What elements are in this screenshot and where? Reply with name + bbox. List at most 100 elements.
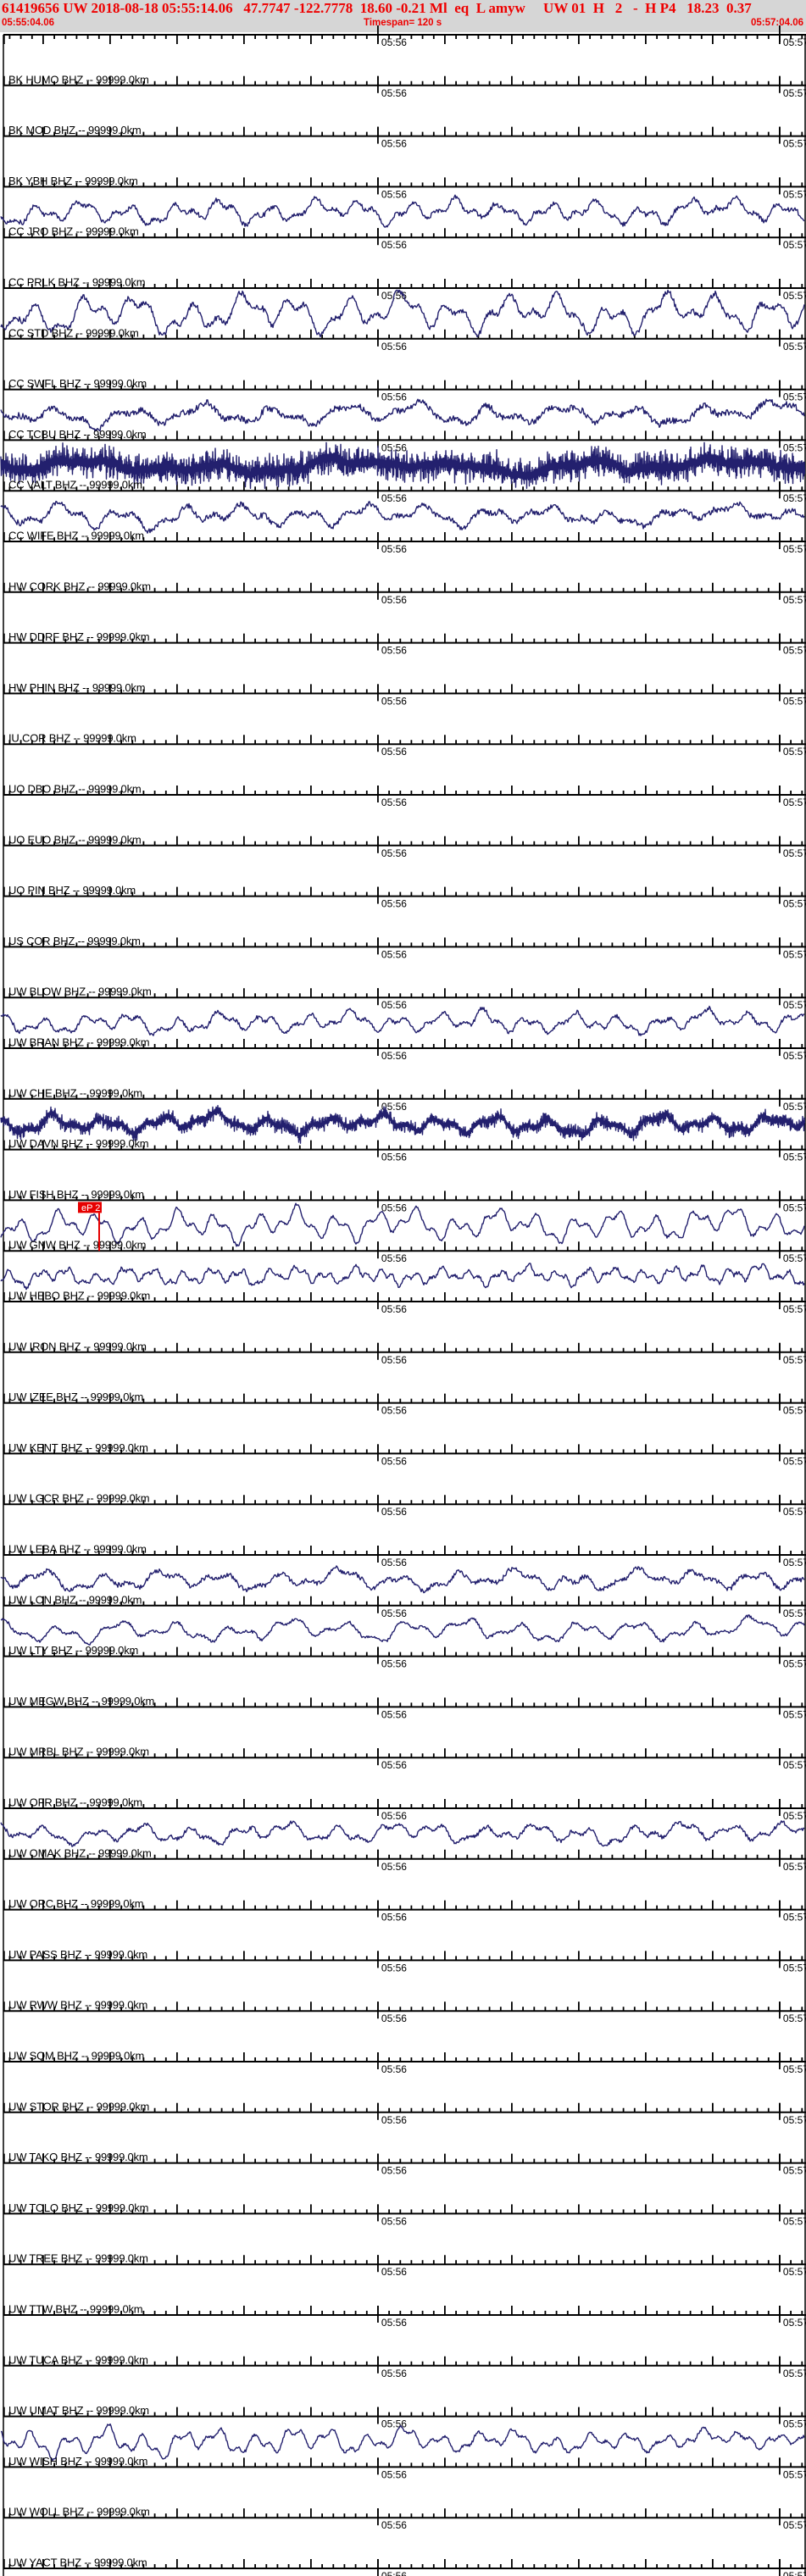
timeline-ticks	[3, 481, 803, 491]
timeline-ticks	[3, 1444, 803, 1454]
time-label: 05:56	[381, 1354, 407, 1366]
waveform-trace[interactable]	[0, 289, 805, 338]
timeline-ticks	[3, 1495, 803, 1505]
time-label: 05:56	[381, 2317, 407, 2329]
time-label: 05:57	[783, 1455, 806, 1467]
time-label: 05:56	[381, 1759, 407, 1771]
waveform-trace[interactable]	[0, 1263, 805, 1291]
timeline-ticks	[3, 75, 803, 86]
time-label: 05:56	[381, 36, 407, 48]
time-label: 05:57	[783, 1962, 806, 1974]
waveform-trace[interactable]	[0, 1565, 805, 1594]
time-label: 05:57	[783, 594, 806, 606]
timeline-ticks	[3, 1039, 803, 1048]
time-label: 05:56	[381, 2063, 407, 2075]
window-start-time: 05:55:04.06	[2, 18, 55, 28]
timeline-ticks	[3, 786, 803, 795]
time-label: 05:57	[783, 847, 806, 859]
waveform-trace[interactable]	[0, 194, 805, 228]
station-label: UW GNW BHZ -- 99999.0km	[8, 1239, 146, 1252]
time-label: 05:56	[381, 1506, 407, 1518]
station-label: UW IZEE BHZ -- 99999.0km	[8, 1391, 143, 1403]
station-label: UW OFR BHZ -- 99999.0km	[8, 1796, 142, 1809]
station-label: CC STD BHZ -- 99999.0km	[8, 326, 139, 339]
timeline-ticks	[3, 1799, 803, 1808]
time-label: 05:57	[783, 2114, 806, 2126]
timeline-ticks	[3, 582, 803, 592]
timeline-ticks	[3, 177, 803, 187]
time-label: 05:57	[783, 1303, 806, 1315]
time-label: 05:56	[381, 1202, 407, 1213]
station-label: UW LTY BHZ -- 99999.0km	[8, 1644, 138, 1657]
station-label: UW PASS BHZ -- 99999.0km	[8, 1948, 147, 1961]
station-label: CC WIFE BHZ -- 99999.0km	[8, 530, 144, 542]
station-label: CC SWFL BHZ -- 99999.0km	[8, 377, 147, 390]
station-label: HW CORK BHZ -- 99999.0km	[8, 580, 151, 592]
time-label: 05:56	[381, 543, 407, 555]
timeline-ticks	[3, 2457, 803, 2468]
time-label: 05:57	[783, 341, 806, 353]
waveform-trace[interactable]	[0, 1104, 806, 1144]
time-label: 05:56	[381, 999, 407, 1011]
time-label: 05:56	[381, 645, 407, 657]
timeline-ticks	[3, 988, 803, 998]
station-label: HW PHIN BHZ -- 99999.0km	[8, 681, 145, 694]
time-label: 05:57	[783, 391, 806, 403]
waveform-trace[interactable]	[0, 500, 805, 534]
station-label: UW FISH BHZ -- 99999.0km	[8, 1188, 144, 1201]
time-label: 05:57	[783, 695, 806, 707]
waveform-trace[interactable]	[0, 1614, 805, 1646]
timeline-ticks	[3, 1393, 803, 1403]
station-label: UW LEBA BHZ -- 99999.0km	[8, 1543, 147, 1556]
timeline-ticks	[3, 380, 803, 390]
station-label: UW IRON BHZ -- 99999.0km	[8, 1340, 147, 1352]
time-label: 05:56	[381, 2266, 407, 2278]
timeline-ticks	[3, 1292, 803, 1302]
timeline-ticks	[3, 2306, 803, 2315]
time-label: 05:57	[783, 1101, 806, 1113]
waveform-trace[interactable]	[0, 1820, 805, 1847]
timeline-ticks	[3, 1951, 803, 1961]
time-label: 05:56	[381, 2570, 407, 2576]
time-label: 05:57	[783, 543, 806, 555]
time-label: 05:57	[783, 1152, 806, 1163]
station-label: UW LON BHZ -- 99999.0km	[8, 1593, 142, 1606]
time-label: 05:56	[381, 341, 407, 353]
station-label: UW STOR BHZ -- 99999.0km	[8, 2100, 149, 2112]
waveform-trace[interactable]	[0, 398, 805, 432]
timeline-ticks	[3, 1089, 803, 1099]
timeline-ticks	[3, 937, 803, 947]
time-label: 05:56	[381, 1861, 407, 1873]
timeline-ticks	[3, 1697, 803, 1707]
time-label: 05:57	[783, 1202, 806, 1213]
timeline-ticks	[3, 2255, 803, 2265]
time-label: 05:57	[783, 188, 806, 200]
time-label: 05:56	[381, 87, 407, 99]
pick-flag[interactable]	[78, 1202, 102, 1213]
station-label: BK HUMO BHZ -- 99999.0km	[8, 73, 149, 86]
timeline-ticks	[3, 1646, 803, 1657]
time-label: 05:57	[783, 87, 806, 99]
time-label: 05:57	[783, 797, 806, 808]
timeline-ticks	[3, 1140, 803, 1150]
waveform-trace[interactable]	[0, 441, 806, 489]
timeline-ticks	[3, 2204, 803, 2214]
waveform-trace[interactable]	[0, 1005, 805, 1036]
timeline-ticks	[3, 735, 803, 745]
timeline-ticks	[3, 2153, 803, 2163]
time-label: 05:56	[381, 797, 407, 808]
time-label: 05:57	[783, 138, 806, 150]
station-label: UO DBO BHZ -- 99999.0km	[8, 783, 142, 796]
station-label: UW RWW BHZ -- 99999.0km	[8, 1999, 147, 2012]
timeline-ticks	[3, 2001, 803, 2012]
time-label: 05:56	[381, 1252, 407, 1264]
time-label: 05:57	[783, 2266, 806, 2278]
time-label: 05:56	[381, 239, 407, 251]
timeline-ticks	[3, 1596, 803, 1606]
station-label: UO EUO BHZ -- 99999.0km	[8, 833, 142, 846]
waveform-trace[interactable]	[0, 2423, 805, 2462]
waveform-trace[interactable]	[0, 1202, 805, 1247]
time-label: 05:57	[783, 2063, 806, 2075]
time-label: 05:57	[783, 645, 806, 657]
